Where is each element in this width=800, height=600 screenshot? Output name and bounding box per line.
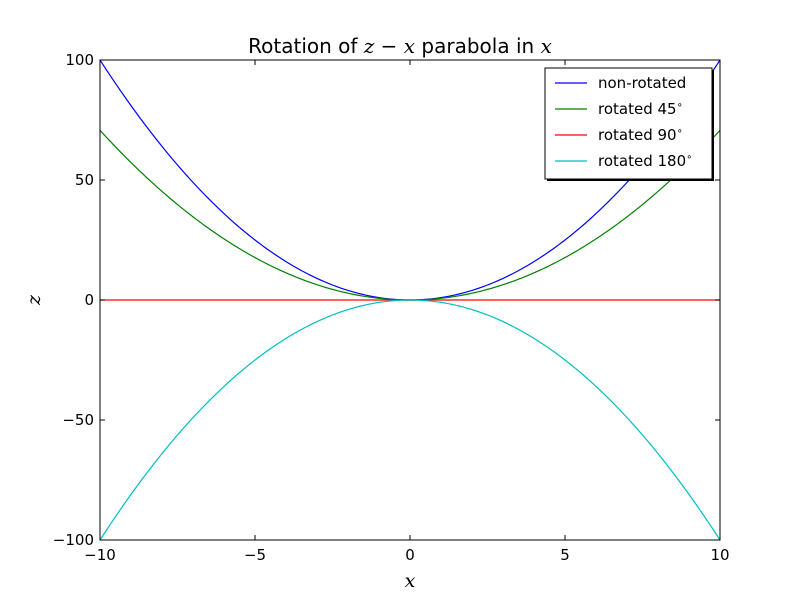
legend: non-rotated rotated 45∘ rotated 90∘ rotated… (544, 67, 714, 181)
chart-title: Rotation of z − x parabola in x (248, 34, 552, 58)
series-layer (100, 60, 720, 540)
y-tick-label: −50 (62, 411, 94, 429)
legend-label-2: rotated 90∘ (598, 126, 683, 144)
x-tick-label: −10 (84, 546, 116, 564)
x-tick-label: 5 (560, 546, 570, 564)
x-tick-label: 10 (710, 546, 729, 564)
x-axis-label: x (405, 570, 416, 592)
y-tick-label: 100 (65, 51, 94, 69)
legend-label-0: non-rotated (598, 74, 686, 92)
x-tick-label: −5 (244, 546, 266, 564)
series-line-3 (100, 299, 720, 540)
y-axis-label: z (23, 294, 45, 306)
legend-label-1: rotated 45∘ (598, 100, 683, 118)
legend-label-3: rotated 180∘ (598, 152, 692, 170)
y-tick-label: −100 (53, 531, 94, 549)
y-tick-label: 50 (75, 171, 94, 189)
y-tick-label: 0 (84, 291, 94, 309)
x-tick-label: 0 (405, 546, 415, 564)
